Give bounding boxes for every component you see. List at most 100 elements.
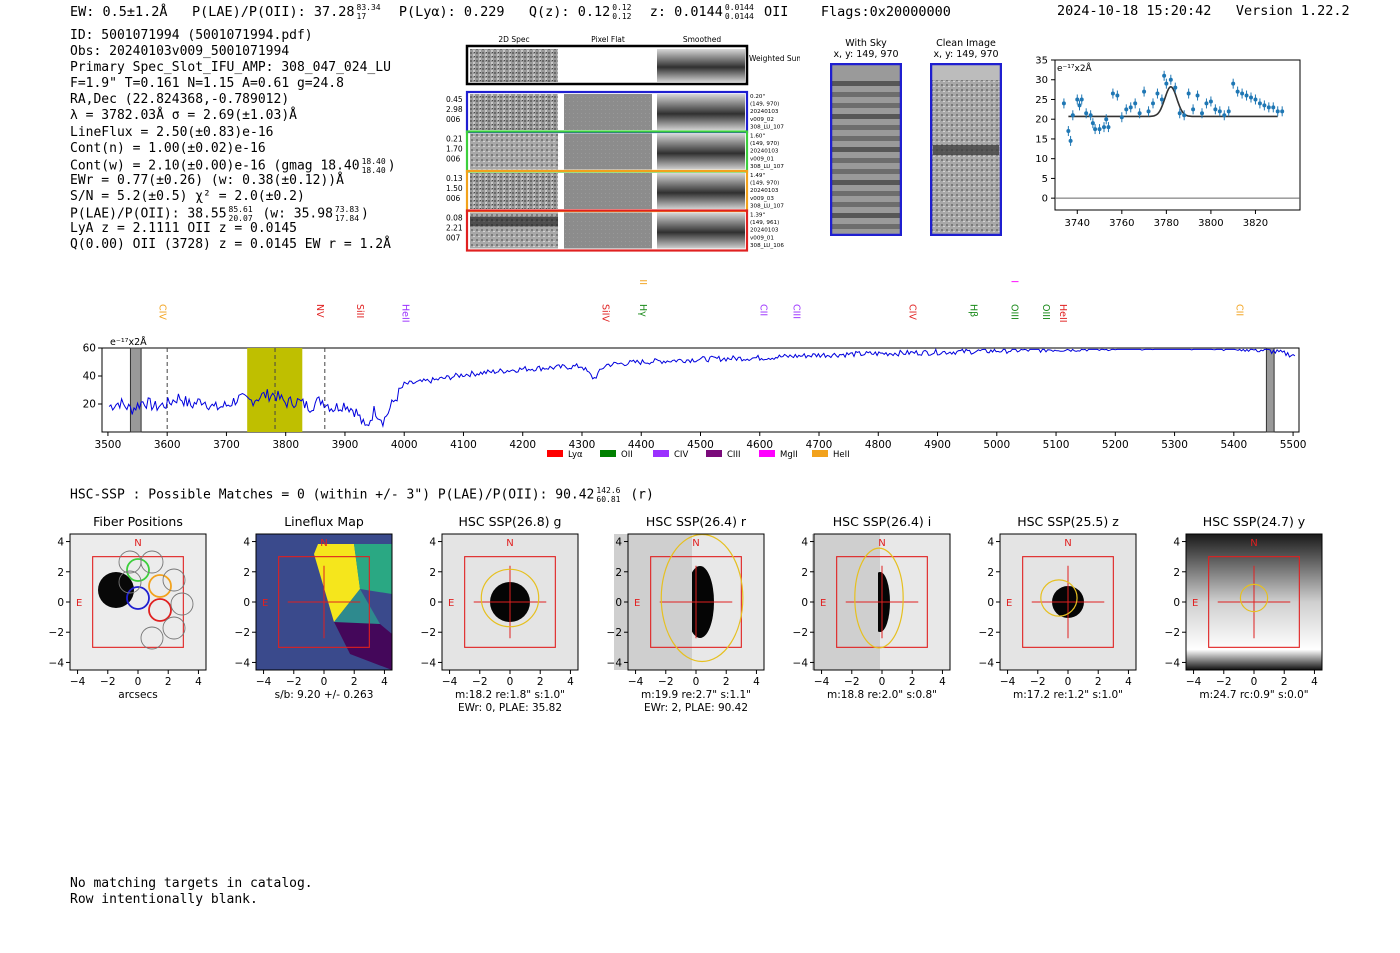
zoom-xtick-label: 3800: [1198, 218, 1223, 229]
line-marker-label: CII: [1234, 304, 1245, 316]
panel-ytick-label: −4: [421, 657, 437, 669]
zoom-point: [1110, 91, 1115, 96]
zoom-ytick-label: 0: [1042, 194, 1048, 205]
header-z-line: OII: [763, 4, 789, 20]
panel-ytick-label: 0: [57, 597, 64, 609]
sky-stripe: [832, 158, 900, 163]
spectrum-xtick-label: 3800: [272, 439, 299, 451]
zoom-point: [1275, 109, 1280, 114]
panel-xtick-label: 2: [1281, 676, 1288, 688]
cutout-right-3-3: v009_01: [750, 235, 774, 241]
weighted-sum-frame: [465, 44, 749, 86]
spectrum-xtick-label: 4600: [746, 439, 773, 451]
zoom-point: [1162, 73, 1167, 78]
zoom-point: [1106, 125, 1111, 130]
clean-image: [930, 63, 1002, 236]
header-z: z: 0.0144: [649, 4, 723, 20]
aperture-box: [1022, 556, 1114, 648]
panel-ytick-label: −2: [49, 627, 64, 639]
full-spectrum-plot: 20 40 60 3500 3600 3700 3800 3900 4000 4100 4200 43…: [83, 280, 1307, 460]
with-sky-title: With Sky: [845, 38, 887, 49]
panel-0: Fiber Positions N E −4 −2 0 2 4 4 2 0 −2 −4 arcsecs: [49, 514, 207, 701]
zoom-point: [1070, 113, 1075, 118]
zoom-point: [1195, 93, 1200, 98]
panel-xtick-label: 0: [135, 676, 142, 688]
cutout-left-2-0: 0.13: [446, 174, 463, 183]
info-contw: Cont(w) = 2.10(±0.00)e-16 (gmag 18.40: [70, 158, 360, 174]
info-plae: P(LAE)/P(OII): 38.55: [70, 206, 227, 222]
cutout-pixelflat-1: [564, 133, 652, 170]
legend-swatch: [547, 450, 563, 457]
cutout-right-3-1: (149, 961): [750, 220, 779, 226]
north-label: N: [1064, 538, 1071, 549]
panel-xtick-label: 2: [1095, 676, 1102, 688]
panel-xtick-label: 4: [939, 676, 946, 688]
spectrum-masked-band: [129, 347, 142, 433]
panel-xtick-label: −2: [1030, 676, 1045, 688]
cutout-right-1-4: 308_LU_107: [750, 164, 784, 170]
cutout-right-2-0: 1.49": [750, 173, 765, 179]
hsc-match-sup: 142.6: [596, 486, 621, 495]
panel-ytick-label: −2: [1165, 627, 1180, 639]
cutout-right-2-2: 20240103: [750, 188, 779, 194]
panel-ytick-label: 4: [987, 537, 994, 549]
zoom-point: [1124, 107, 1129, 112]
legend-label: Lyα: [568, 450, 583, 460]
header-plae-sub: 17: [356, 12, 367, 21]
legend-label: MgII: [780, 450, 798, 460]
spectrum-ytick-label: 60: [83, 343, 96, 355]
spectrum-xtick-label: 5500: [1280, 439, 1307, 451]
panel-caption: m:18.8 re:2.0" s:0.8": [827, 689, 937, 701]
line-marker-label: Hγ: [637, 304, 648, 317]
spectrum-ytick-label: 20: [83, 399, 96, 411]
header-summary: EW: 0.5±1.2Å P(LAE)/P(OII): 37.28 83.34 17…: [70, 3, 951, 21]
spectrum-xtick-label: 5200: [1102, 439, 1129, 451]
spectrum-xtick-label: 4300: [569, 439, 596, 451]
info-plae-w-sub: 17.84: [334, 214, 360, 224]
sky-stripe: [832, 81, 900, 86]
zoom-point: [1262, 103, 1267, 108]
header-datetime: 2024-10-18 15:20:42: [1057, 3, 1212, 19]
line-marker-label: CIII: [790, 304, 801, 319]
zoom-point: [1213, 107, 1218, 112]
cutout-col-2dspec: 2D Spec: [498, 35, 529, 44]
panel-xtick-label: −2: [286, 676, 301, 688]
zoom-point: [1280, 109, 1285, 114]
info-ewr: EWr = 0.77(±0.26) (w: 0.38(±0.12))Å: [70, 172, 344, 188]
zoom-point: [1075, 97, 1080, 102]
panel-title: HSC SSP(25.5) z: [1017, 514, 1119, 529]
weighted-sum-label: Weighted Sum: [749, 54, 800, 63]
sky-stripe: [832, 92, 900, 97]
zoom-xtick-label: 3780: [1154, 218, 1179, 229]
panel-xtick-label: −4: [814, 676, 830, 688]
cutout-smoothed-3: [657, 212, 745, 249]
zoom-point: [1204, 101, 1209, 106]
zoom-point: [1137, 111, 1142, 116]
hsc-match-line: HSC-SSP : Possible Matches = 0 (within +…: [70, 486, 654, 504]
zoom-point: [1068, 138, 1073, 143]
aperture-box: [1208, 556, 1300, 648]
panel-ytick-label: −2: [235, 627, 250, 639]
spectrum-xtick-label: 4100: [450, 439, 477, 451]
panel-ytick-label: 4: [801, 537, 808, 549]
cutout-right-3-2: 20240103: [750, 228, 779, 234]
cutout-pixelflat-3: [564, 212, 652, 249]
spectrum-xtick-label: 3700: [213, 439, 240, 451]
cutout-2dspec-1: [470, 133, 558, 170]
zoom-point: [1159, 97, 1164, 102]
zoom-point: [1115, 93, 1120, 98]
panel-xtick-label: −4: [1186, 676, 1202, 688]
east-label: E: [634, 598, 640, 609]
spectrum-xtick-label: 5300: [1161, 439, 1188, 451]
spectrum-trace: [108, 347, 1296, 428]
north-label: N: [134, 538, 141, 549]
info-contw-sub: 18.40: [361, 165, 386, 175]
panel-xtick-label: −4: [256, 676, 272, 688]
with-sky-image: [830, 63, 902, 236]
panel-xtick-label: 2: [909, 676, 916, 688]
legend-swatch: [600, 450, 616, 457]
header-version: Version 1.22.2: [1235, 3, 1350, 19]
spectrum-xtick-label: 4000: [391, 439, 418, 451]
zoom-point: [1084, 111, 1089, 116]
